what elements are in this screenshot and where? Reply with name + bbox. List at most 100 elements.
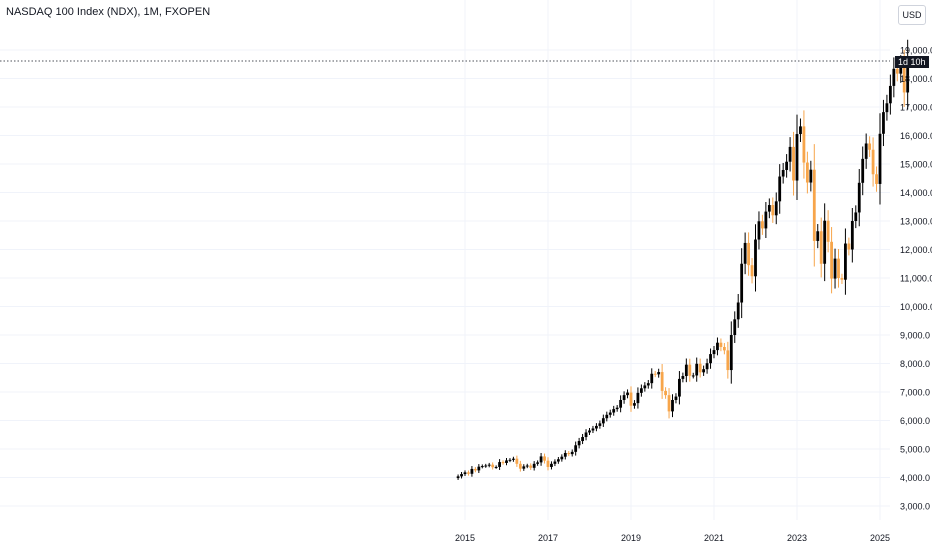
candle-body xyxy=(633,403,636,406)
candle-body xyxy=(878,133,882,184)
y-tick-label: 6,000.0 xyxy=(900,416,930,426)
candle-body xyxy=(888,85,892,104)
candle-body xyxy=(518,463,522,469)
candle-body xyxy=(823,220,827,264)
candle xyxy=(826,210,830,253)
candle xyxy=(660,363,664,399)
candle-body xyxy=(812,169,816,241)
x-tick-label: 2015 xyxy=(455,533,475,543)
candle xyxy=(601,414,605,427)
candle-body xyxy=(467,472,470,474)
candle-body xyxy=(581,437,584,442)
candle-body xyxy=(664,390,667,396)
candle xyxy=(633,400,636,409)
candle-body xyxy=(678,378,681,397)
candle xyxy=(823,203,827,282)
candle-body xyxy=(799,126,802,135)
candle-body xyxy=(719,342,723,347)
candle xyxy=(844,228,847,295)
candle-body xyxy=(532,463,536,468)
candle-body xyxy=(601,418,605,424)
candle-body xyxy=(622,395,626,400)
candle-body xyxy=(761,221,764,229)
candle xyxy=(522,464,526,471)
candle-body xyxy=(826,220,830,242)
candle xyxy=(885,94,889,121)
candle-body xyxy=(736,302,740,320)
candle-body xyxy=(899,64,903,74)
candle-body xyxy=(512,458,515,460)
candle-body xyxy=(615,407,619,410)
currency-button[interactable]: USD xyxy=(898,5,926,25)
candle xyxy=(805,151,809,194)
candle-body xyxy=(546,460,550,467)
candle xyxy=(605,411,609,422)
candle xyxy=(550,461,553,470)
candle-body xyxy=(539,456,543,463)
candle xyxy=(626,389,629,399)
candle-body xyxy=(861,158,865,183)
candle xyxy=(553,459,557,467)
candle xyxy=(518,460,522,472)
candle xyxy=(702,365,706,376)
candle xyxy=(771,197,775,223)
candle-body xyxy=(850,221,854,250)
candle xyxy=(646,379,650,389)
candle-body xyxy=(906,56,910,93)
candle xyxy=(878,113,882,205)
candle xyxy=(567,450,571,457)
candle-body xyxy=(764,211,768,229)
x-axis: 2015 2017 2019 2021 2023 2025 xyxy=(455,533,890,543)
candle xyxy=(556,456,560,464)
candle-body xyxy=(494,466,498,468)
candle-body xyxy=(892,68,896,86)
candle-body xyxy=(536,462,540,464)
candle xyxy=(816,224,820,249)
candle-body xyxy=(595,425,598,429)
candle xyxy=(650,368,654,389)
candle xyxy=(684,358,688,383)
candle-body xyxy=(691,375,695,377)
candle-body xyxy=(757,221,761,240)
candle xyxy=(671,394,674,418)
candle-body xyxy=(650,373,654,384)
y-tick-label: 3,000.0 xyxy=(900,502,930,512)
candle xyxy=(719,338,723,352)
candle-body xyxy=(705,363,709,370)
candle xyxy=(850,208,854,263)
candle-body xyxy=(902,64,906,93)
y-tick-label: 5,000.0 xyxy=(900,445,930,455)
candle xyxy=(892,57,896,98)
candle xyxy=(716,337,719,356)
candle-body xyxy=(809,169,813,183)
candle xyxy=(491,462,495,470)
candle xyxy=(512,456,515,462)
y-tick-label: 9,000.0 xyxy=(900,331,930,341)
candle xyxy=(799,118,802,142)
candle xyxy=(785,154,789,178)
candle-body xyxy=(612,409,616,413)
candle xyxy=(487,462,491,468)
candle xyxy=(470,466,474,477)
candle-body xyxy=(854,212,858,221)
candle-body xyxy=(501,462,505,464)
candle-body xyxy=(771,205,775,216)
candle-body xyxy=(864,143,868,159)
candle xyxy=(643,382,647,392)
candle xyxy=(743,232,747,275)
candle xyxy=(591,425,595,434)
candle-body xyxy=(588,430,591,433)
candle-body xyxy=(844,243,847,280)
candle xyxy=(812,144,816,267)
candles xyxy=(456,39,910,480)
candle xyxy=(819,217,823,278)
candle xyxy=(494,465,498,469)
candle xyxy=(764,201,768,239)
candle xyxy=(888,74,892,115)
candle xyxy=(498,459,501,470)
candle-body xyxy=(885,103,889,113)
candle xyxy=(857,169,861,227)
candle xyxy=(833,248,837,289)
candle-body xyxy=(895,68,899,74)
